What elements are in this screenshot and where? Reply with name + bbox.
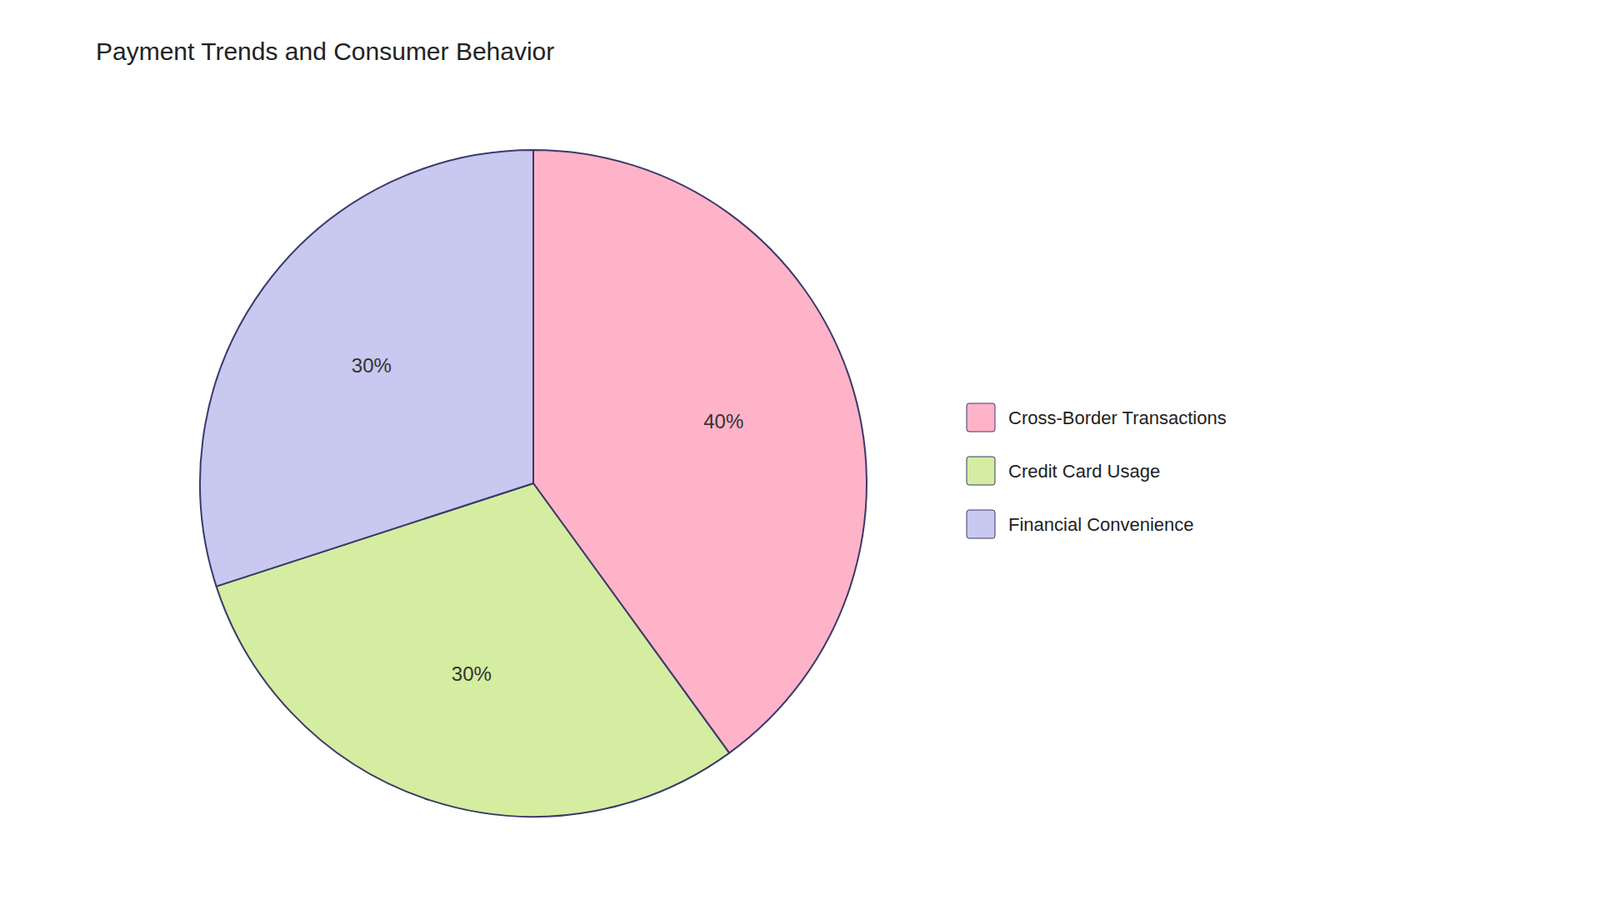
legend: Cross-Border Transactions Credit Card Usa…	[966, 403, 1227, 539]
chart-title: Payment Trends and Consumer Behavior	[95, 37, 555, 65]
data-label: 30%	[451, 662, 492, 685]
legend-label: Cross-Border Transactions	[1008, 407, 1227, 429]
chart-svg: Payment Trends and Consumer Behavior 40% 3…	[0, 0, 1600, 900]
data-label: 30%	[351, 354, 392, 377]
pie	[200, 150, 867, 817]
pie-slice	[200, 150, 534, 587]
legend-label: Financial Convenience	[1008, 514, 1195, 535]
legend-swatch	[966, 456, 995, 485]
data-label: 40%	[703, 410, 744, 433]
legend-swatch	[966, 403, 995, 432]
data-labels: 40% 30% 30%	[351, 354, 744, 685]
chart-container: Payment Trends and Consumer Behavior 40% 3…	[0, 0, 1600, 900]
legend-swatch	[966, 510, 995, 539]
legend-label: Credit Card Usage	[1008, 460, 1160, 482]
